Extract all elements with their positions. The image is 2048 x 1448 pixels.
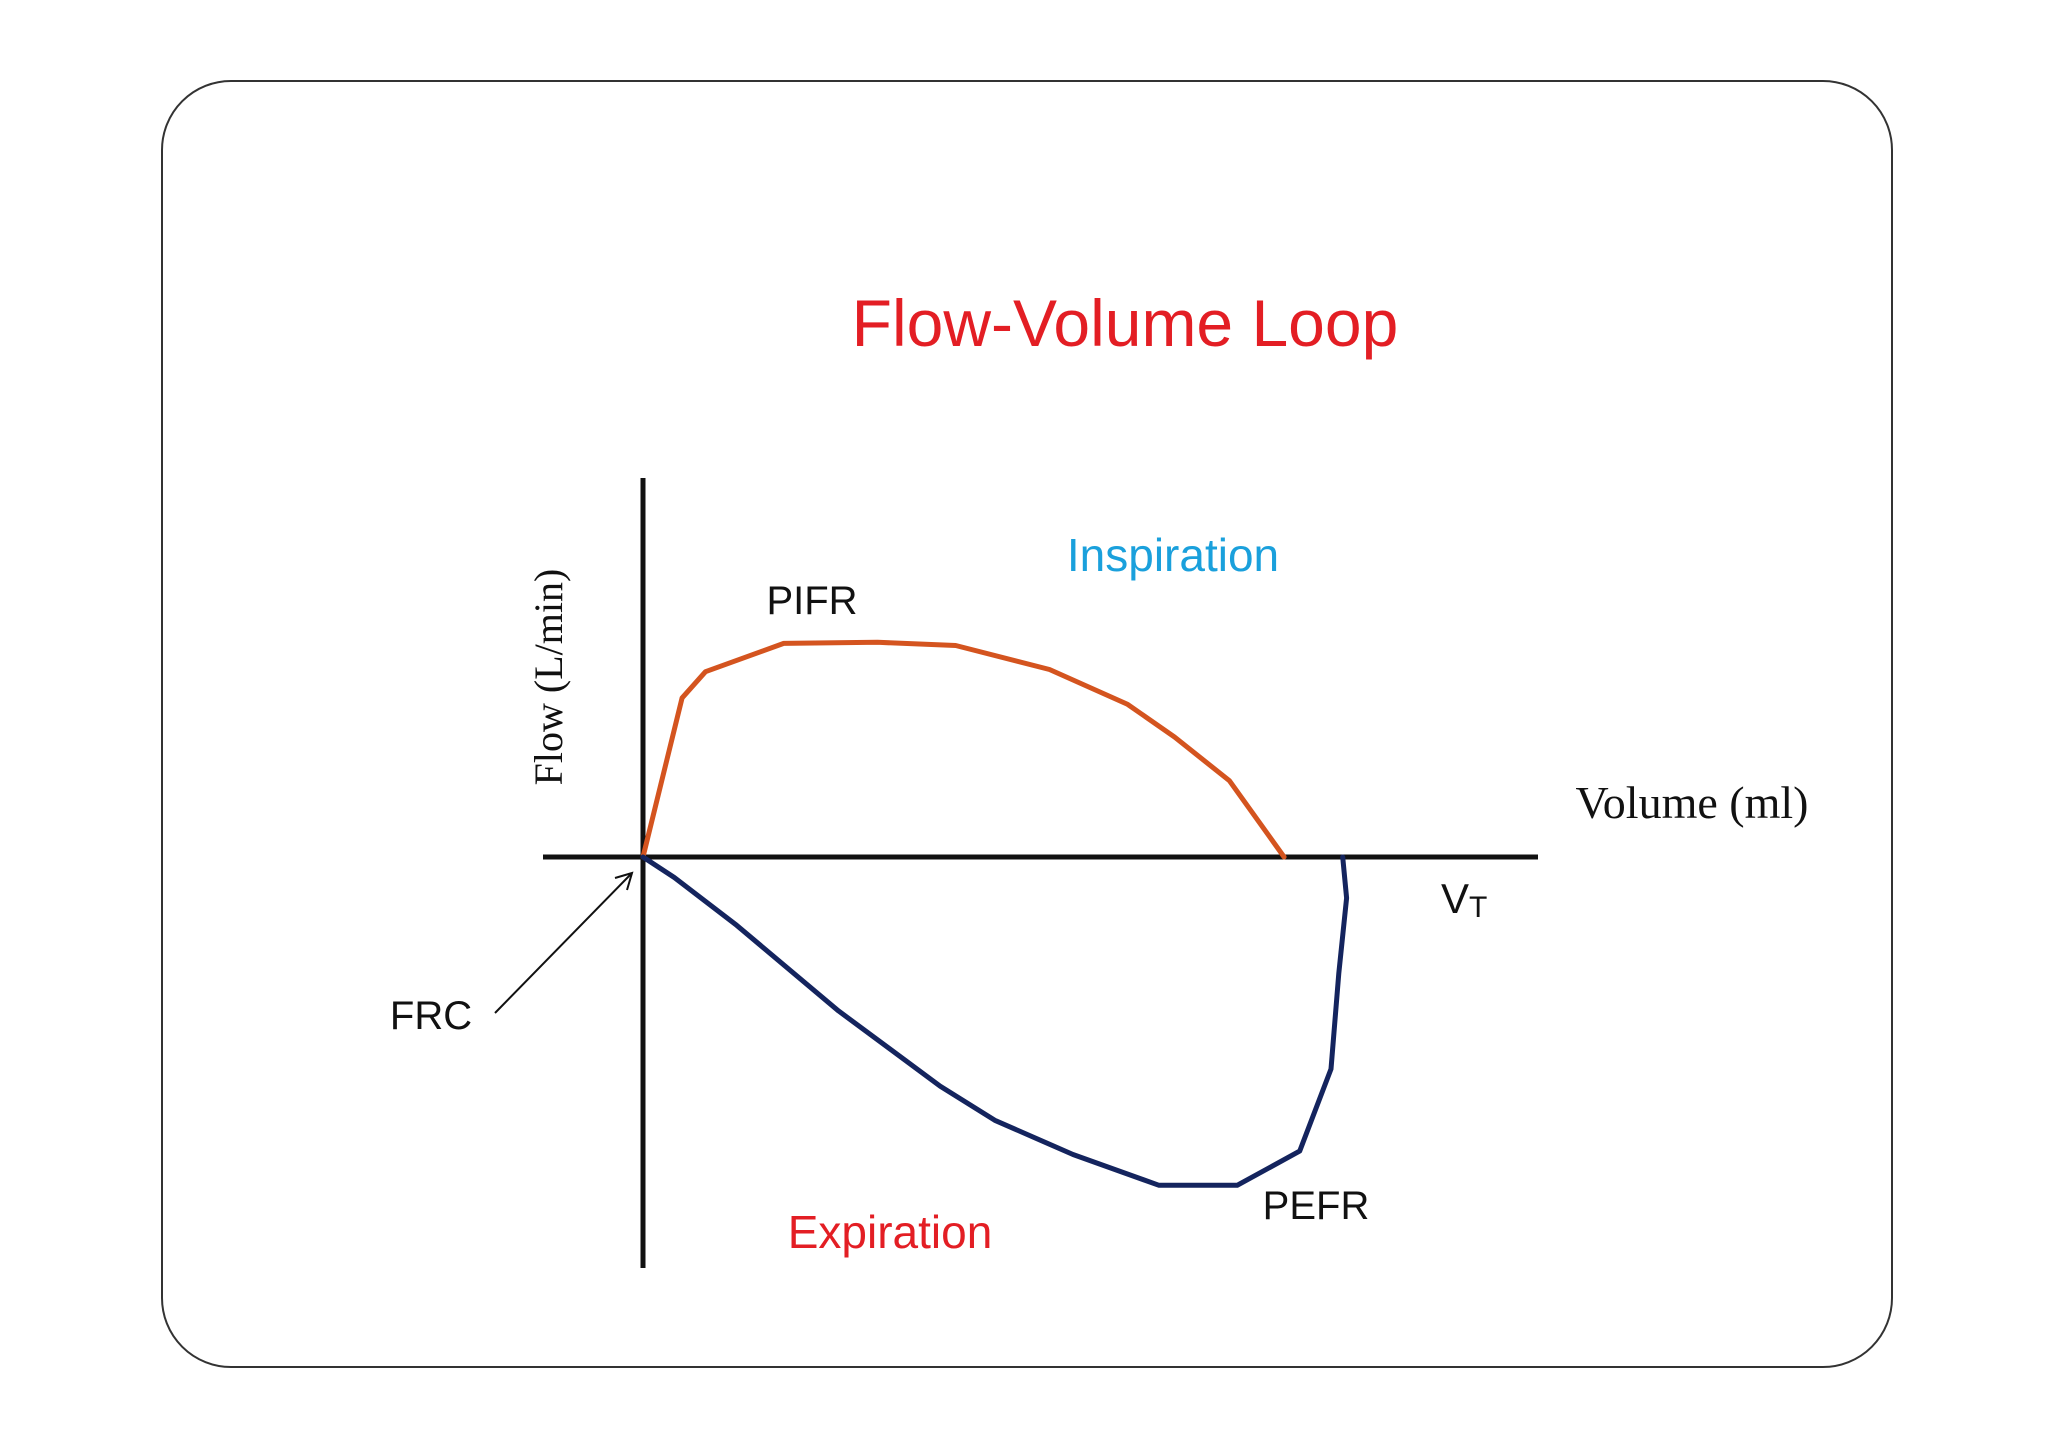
pefr-label: PEFR <box>1263 1184 1370 1228</box>
pifr-label: PIFR <box>766 579 857 623</box>
x-axis-label: Volume (ml) <box>1576 777 1809 828</box>
vt-label-subscript: T <box>1469 891 1487 924</box>
frc-arrow-line <box>494 873 632 1014</box>
slide-frame <box>161 80 1893 1368</box>
expiration-curve <box>640 854 1350 1188</box>
expiration-label: Expiration <box>788 1206 993 1258</box>
vt-label: VT <box>1441 875 1487 924</box>
diagram-title: Flow-Volume Loop <box>852 286 1399 360</box>
inspiration-curve <box>640 639 1287 860</box>
y-axis-label: Flow (L/min) <box>526 569 571 786</box>
frc-arrow-head <box>614 871 634 891</box>
frc-label: FRC <box>390 994 472 1038</box>
vt-label-main: V <box>1441 875 1469 922</box>
inspiration-label: Inspiration <box>1067 529 1279 581</box>
